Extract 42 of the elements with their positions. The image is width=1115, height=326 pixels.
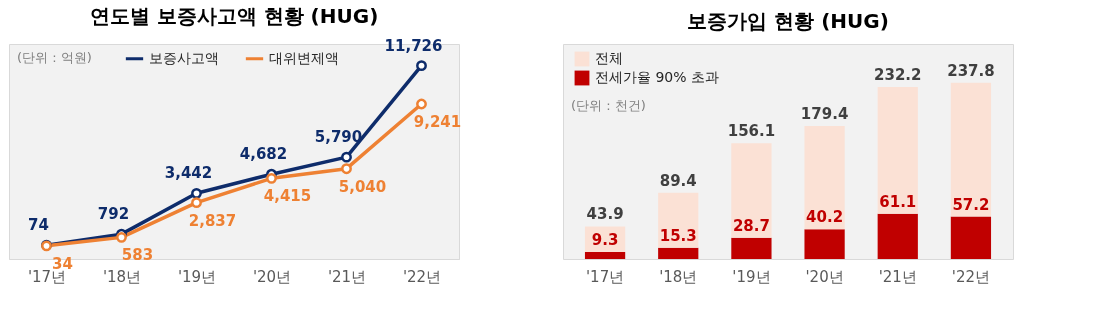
data-label: 5,790 [314, 128, 363, 147]
x-tick-label: '21년 [327, 267, 367, 286]
legend-label: 대위변제액 [269, 49, 339, 66]
x-tick-label: '21년 [878, 267, 917, 286]
data-label: 4,682 [239, 145, 288, 164]
data-label: 9.3 [591, 231, 619, 250]
x-tick-label: '18년 [659, 267, 698, 286]
annotation: (단위 : 천건) [571, 98, 646, 113]
data-label: 792 [97, 205, 130, 224]
total-label: 232.2 [874, 65, 922, 84]
total-label: 156.1 [727, 122, 776, 141]
total-label: 179.4 [800, 105, 849, 124]
data-label: 9,241 [413, 112, 462, 131]
x-tick-label: '18년 [102, 267, 142, 286]
data-label: 4,415 [263, 187, 312, 206]
data-label: 15.3 [659, 226, 697, 245]
x-tick-label: '17년 [585, 267, 625, 286]
x-tick-label: '22년 [402, 267, 442, 286]
data-label: 61.1 [879, 192, 917, 211]
x-tick-label: '20년 [252, 267, 292, 286]
chart-title: 보증가입 현황 (HUG) [687, 9, 889, 33]
legend-label: 전체 [595, 50, 623, 66]
total-label: 237.8 [947, 61, 995, 80]
legend-label: 전세가율 90% 초과 [595, 69, 720, 85]
data-label: 2,837 [188, 211, 237, 230]
data-label: 28.7 [732, 216, 770, 235]
x-tick-label: '20년 [805, 267, 844, 286]
text: (단위 : 억원) [17, 50, 92, 65]
x-tick-label: '19년 [732, 267, 771, 286]
data-label: 11,726 [384, 36, 443, 55]
data-label: 583 [121, 246, 154, 265]
chart-title: 연도별 보증사고액 현황 (HUG) [89, 3, 379, 28]
x-tick-label: '19년 [177, 267, 217, 286]
data-label: 3,442 [164, 164, 213, 183]
total-label: 89.4 [659, 171, 697, 190]
data-label: 57.2 [952, 195, 990, 214]
data-label: 5,040 [338, 177, 387, 196]
x-tick-label: '22년 [951, 267, 991, 286]
legend-label: 보증사고액 [149, 49, 219, 66]
data-label: 74 [28, 216, 49, 235]
data-label: 40.2 [806, 208, 844, 227]
total-label: 43.9 [586, 205, 624, 224]
